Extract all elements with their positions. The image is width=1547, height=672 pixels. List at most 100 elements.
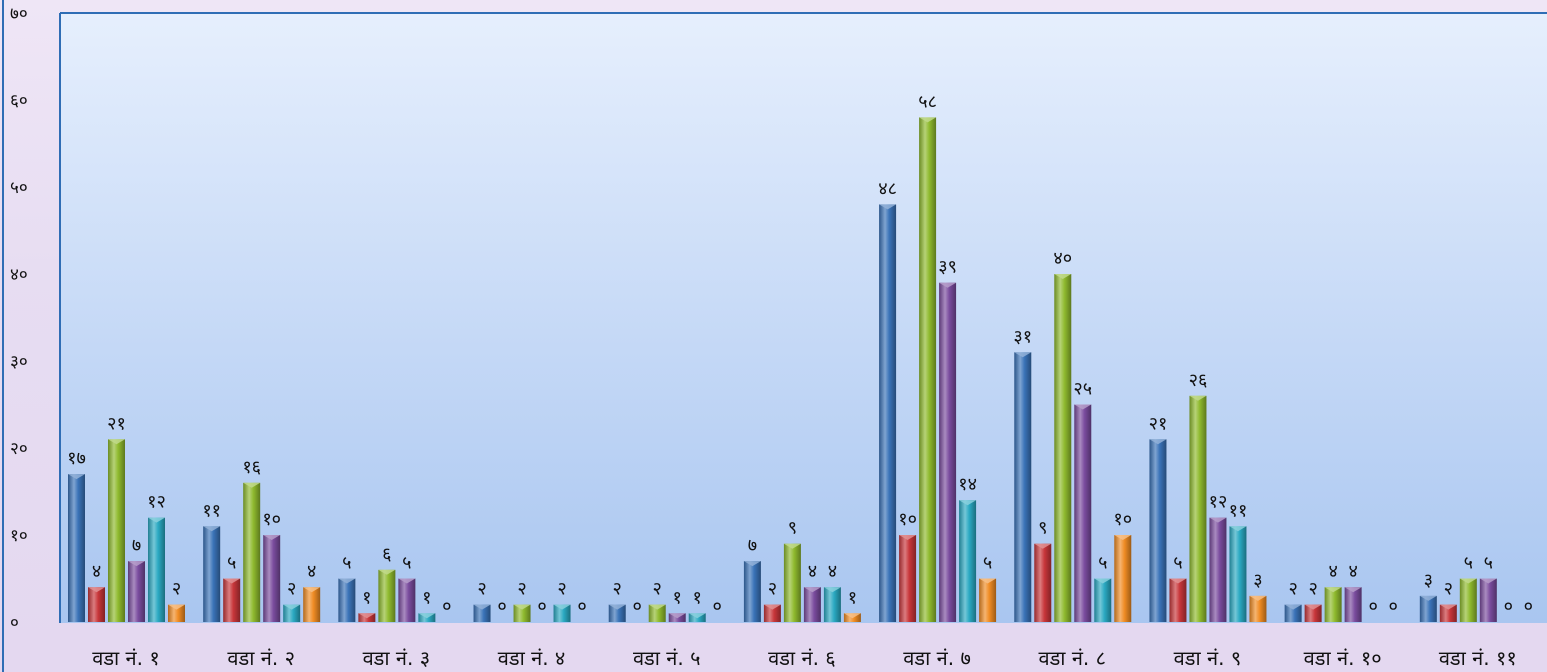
data-label: २	[287, 579, 296, 600]
data-label: ०	[1524, 596, 1533, 617]
bar	[1114, 535, 1132, 622]
bar	[1054, 274, 1072, 622]
bar-cap	[1014, 352, 1032, 358]
data-label: ४०	[1053, 248, 1072, 269]
bar	[823, 587, 841, 622]
data-label: ४	[307, 561, 316, 582]
data-label: १	[422, 587, 431, 608]
bar-cap	[843, 613, 861, 619]
data-label: ३	[1424, 570, 1433, 591]
data-label: ५	[1098, 553, 1107, 574]
bar	[879, 204, 897, 622]
bar-cap	[1054, 274, 1072, 279]
data-label: ९	[788, 518, 797, 539]
bar	[783, 543, 801, 622]
bar	[1169, 578, 1187, 622]
bar	[338, 578, 356, 622]
bar	[608, 604, 626, 622]
bar	[168, 604, 185, 622]
bar-cap	[148, 517, 165, 523]
bar	[378, 569, 396, 622]
bar	[899, 535, 917, 622]
x-tick-label: वडा नं. ९	[1174, 646, 1242, 670]
bar-cap	[899, 535, 917, 540]
bar	[283, 604, 301, 622]
bar	[398, 578, 416, 622]
data-label: ९	[1038, 518, 1047, 539]
data-label: १	[673, 587, 682, 608]
bar	[1459, 578, 1477, 622]
data-label: १२	[147, 492, 166, 513]
data-label: ०	[633, 596, 642, 617]
y-tick-label: ४०	[10, 265, 28, 285]
x-tick-label: वडा नं. २	[227, 646, 295, 670]
x-tick-label: वडा नं. ६	[768, 646, 836, 670]
bar-cap	[608, 604, 626, 610]
bar-cap	[959, 500, 977, 506]
bar	[303, 587, 321, 622]
data-label: ०	[1504, 596, 1513, 617]
bar	[1034, 543, 1052, 622]
data-label: १	[848, 587, 857, 608]
bar-cap	[1034, 543, 1052, 549]
bar	[1014, 352, 1032, 622]
bar-cap	[263, 535, 281, 540]
data-label: ४	[92, 561, 101, 582]
data-label: ०	[713, 596, 722, 617]
data-label: २	[653, 579, 662, 600]
data-label: ५	[402, 553, 411, 574]
bar	[108, 439, 125, 622]
bar-cap	[783, 543, 801, 549]
bar-cap	[1324, 587, 1342, 593]
data-label: ७	[132, 535, 141, 556]
data-label: २	[477, 579, 486, 600]
bar-cap	[223, 578, 241, 584]
bar-cap	[1344, 587, 1362, 593]
bar	[1209, 517, 1227, 622]
y-tick-label: ३०	[10, 352, 28, 372]
bar-cap	[378, 569, 396, 575]
bar-cap	[688, 613, 706, 619]
data-label: १७	[67, 448, 86, 469]
bar	[1074, 404, 1092, 622]
bar-cap	[648, 604, 666, 610]
bar-cap	[1229, 526, 1247, 532]
bar-cap	[1189, 395, 1207, 401]
data-label: २	[172, 579, 181, 600]
bar	[1229, 526, 1247, 622]
y-tick-label: ०	[10, 613, 19, 633]
x-tick-label: वडा नं. ३	[363, 646, 431, 670]
bar	[513, 604, 531, 622]
bar-cap	[939, 282, 957, 288]
data-label: ४८	[878, 178, 897, 199]
data-label: ४	[828, 561, 837, 582]
bar-cap	[1209, 517, 1227, 523]
bar	[243, 482, 261, 622]
data-label: २	[1308, 579, 1317, 600]
bar	[148, 517, 165, 622]
data-label: ५	[1173, 553, 1182, 574]
bar-cap	[1479, 578, 1497, 584]
bar-cap	[1094, 578, 1112, 584]
data-label: २१	[107, 413, 126, 434]
data-label: ३९	[938, 257, 957, 278]
data-label: ४	[1328, 561, 1337, 582]
bar-cap	[203, 526, 221, 532]
bar	[473, 604, 491, 622]
y-tick-label: ७०	[10, 4, 28, 24]
bar-cap	[1149, 439, 1167, 445]
bar	[803, 587, 821, 622]
data-label: ५	[983, 553, 992, 574]
x-tick-label: वडा नं. ७	[903, 646, 971, 670]
plot-area	[60, 13, 1547, 623]
data-label: ०	[577, 596, 586, 617]
bar	[1419, 595, 1437, 622]
bar-cap	[823, 587, 841, 593]
data-label: ५	[1484, 553, 1493, 574]
bar	[648, 604, 666, 622]
bar-cap	[513, 604, 531, 610]
bar	[959, 500, 977, 622]
